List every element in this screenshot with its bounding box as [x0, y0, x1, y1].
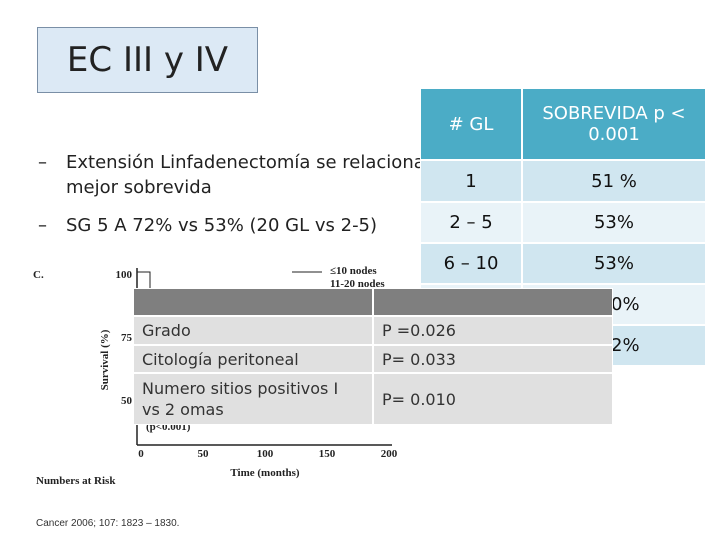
table-cell: 1 — [420, 160, 522, 202]
legend-entry: 11-20 nodes — [330, 278, 385, 290]
overlay-header-cell — [133, 288, 373, 316]
y-tick-label: 100 — [116, 269, 133, 281]
bullet-dash: – — [38, 152, 47, 173]
table-cell: 53% — [522, 243, 706, 284]
bullet: – SG 5 A 72% vs 53% (20 GL vs 2-5) — [38, 213, 456, 238]
panel-label: C. — [33, 269, 44, 281]
bullet: – Extensión Linfadenectomía se relaciona… — [38, 150, 456, 200]
x-tick-label: 200 — [381, 448, 398, 460]
y-tick-label: 75 — [121, 332, 133, 344]
bullet-text: SG 5 A 72% vs 53% (20 GL vs 2-5) — [66, 215, 378, 236]
y-tick-label: 50 — [121, 395, 133, 407]
bullet-text: Extensión Linfadenectomía se relaciona a… — [66, 152, 442, 198]
table-cell: 53% — [522, 202, 706, 243]
overlay-cell: P= 0.010 — [373, 373, 613, 425]
bullet-dash: – — [38, 215, 47, 236]
overlay-cell: P= 0.033 — [373, 345, 613, 373]
table-cell: 51 % — [522, 160, 706, 202]
y-axis-label: Survival (%) — [99, 329, 111, 390]
table-header-cell: SOBREVIDA p < 0.001 — [522, 88, 706, 160]
x-tick-label: 0 — [138, 448, 144, 460]
overlay-cell: Grado — [133, 316, 373, 345]
x-tick-label: 150 — [319, 448, 336, 460]
table-cell: 6 – 10 — [420, 243, 522, 284]
x-tick-label: 50 — [198, 448, 210, 460]
overlay-header-cell — [373, 288, 613, 316]
table-cell: 2 – 5 — [420, 202, 522, 243]
table-header-cell: # GL — [420, 88, 522, 160]
x-tick-label: 100 — [257, 448, 274, 460]
legend-entry: ≤10 nodes — [330, 265, 377, 277]
overlay-cell: P =0.026 — [373, 316, 613, 345]
x-axis-label: Time (months) — [230, 467, 299, 479]
citation: Cancer 2006; 107: 1823 – 1830. — [36, 518, 180, 529]
slide-title: EC III y IV — [37, 27, 258, 93]
overlay-cell: Numero sitios positivos I vs 2 omas — [133, 373, 373, 425]
risk-label: Numbers at Risk — [36, 475, 116, 487]
overlay-cell: Citología peritoneal — [133, 345, 373, 373]
